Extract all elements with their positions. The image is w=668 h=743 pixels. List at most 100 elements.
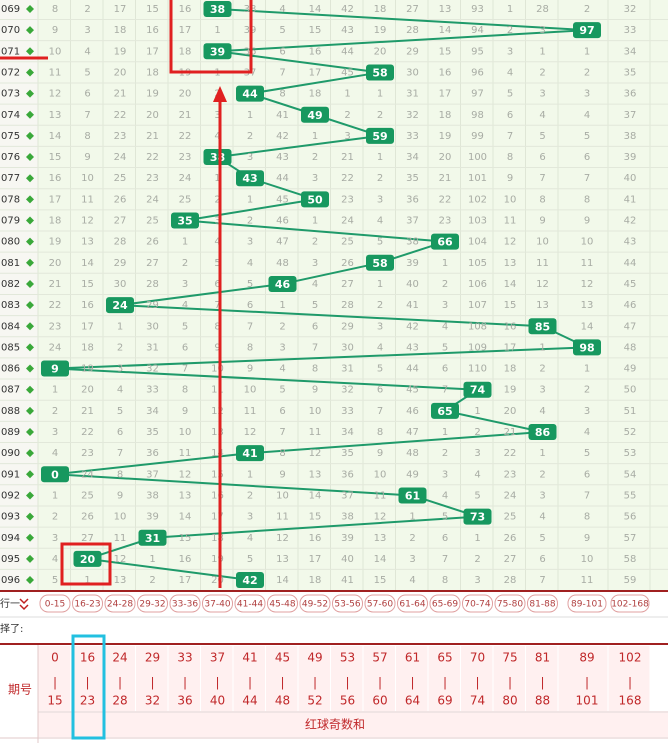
miss-count: 3 xyxy=(247,237,253,248)
miss-count: 20 xyxy=(49,258,62,269)
miss-count: 26 xyxy=(146,237,159,248)
sum-badge xyxy=(236,445,264,462)
bin-button[interactable] xyxy=(610,594,650,613)
miss-count: 17 xyxy=(146,46,159,57)
header-cell xyxy=(396,646,428,711)
miss-count: 16 xyxy=(309,46,322,57)
miss-count: 11 xyxy=(309,427,322,438)
bin-high: 48 xyxy=(275,694,290,708)
miss-count: 29 xyxy=(341,321,354,332)
expand-icon[interactable] xyxy=(19,598,29,611)
miss-count: 42 xyxy=(624,216,637,227)
miss-count: 7 xyxy=(584,173,590,184)
bin-low: 37 xyxy=(210,651,225,665)
miss-count: 25 xyxy=(504,512,517,523)
miss-count: 22 xyxy=(439,194,452,205)
period: 087 xyxy=(1,385,20,396)
bin-button-label[interactable]: 89-101 xyxy=(571,600,603,610)
bin-separator: | xyxy=(443,676,447,690)
bin-button[interactable] xyxy=(364,594,396,613)
bin-button-label[interactable]: 61-64 xyxy=(399,600,425,610)
bin-button-label[interactable]: 37-40 xyxy=(204,600,230,610)
miss-count: 1 xyxy=(279,300,285,311)
arrow-head xyxy=(213,86,227,102)
period: 083 xyxy=(1,300,20,311)
period-icon xyxy=(26,237,34,246)
miss-count: 23 xyxy=(81,448,94,459)
miss-count: 1 xyxy=(474,533,480,544)
miss-count: 2 xyxy=(214,194,220,205)
bin-button[interactable] xyxy=(104,594,136,613)
miss-count: 10 xyxy=(581,237,594,248)
miss-count: 56 xyxy=(624,512,637,523)
sum-badge xyxy=(41,360,69,377)
bin-button[interactable] xyxy=(39,594,71,613)
miss-count: 11 xyxy=(276,512,289,523)
bin-button[interactable] xyxy=(462,594,493,613)
bin-button[interactable] xyxy=(332,594,363,613)
miss-count: 18 xyxy=(439,110,452,121)
period: 075 xyxy=(1,131,20,142)
miss-count: 2 xyxy=(377,110,383,121)
miss-count: 16 xyxy=(211,490,224,501)
miss-count: 24 xyxy=(504,490,517,501)
bin-button-label[interactable]: 53-56 xyxy=(334,600,360,610)
bin-button-label[interactable]: 41-44 xyxy=(237,600,263,610)
miss-count: 2 xyxy=(584,67,590,78)
miss-count: 6 xyxy=(214,279,220,290)
bin-button[interactable] xyxy=(299,594,331,613)
bin-button-label[interactable]: 49-52 xyxy=(302,600,328,610)
bin-button[interactable] xyxy=(169,594,201,613)
period: 085 xyxy=(1,342,20,353)
miss-count: 21 xyxy=(504,427,517,438)
bin-button-label[interactable]: 33-36 xyxy=(172,600,198,610)
miss-count: 7 xyxy=(312,342,318,353)
miss-count: 14 xyxy=(81,258,94,269)
bin-button-label[interactable]: 57-60 xyxy=(367,600,393,610)
bin-button[interactable] xyxy=(234,594,266,613)
miss-count: 8 xyxy=(279,448,285,459)
bin-button[interactable] xyxy=(567,594,607,613)
miss-count: 2 xyxy=(539,364,545,375)
sum-value: 61 xyxy=(405,489,420,502)
bin-button-label[interactable]: 70-74 xyxy=(464,600,490,610)
bin-button-label[interactable]: 45-48 xyxy=(269,600,295,610)
bin-button-label[interactable]: 16-23 xyxy=(74,600,100,610)
miss-count: 5 xyxy=(279,385,285,396)
miss-count: 29 xyxy=(406,46,419,57)
miss-count: 7 xyxy=(442,554,448,565)
miss-count: 42 xyxy=(276,131,289,142)
bin-button-label[interactable]: 65-69 xyxy=(432,600,458,610)
bin-button[interactable] xyxy=(527,594,558,613)
bin-button[interactable] xyxy=(202,594,233,613)
bin-separator: | xyxy=(118,676,122,690)
bin-button-label[interactable]: 24-28 xyxy=(107,600,133,610)
bin-button[interactable] xyxy=(429,594,461,613)
miss-count: 43 xyxy=(624,237,637,248)
period-icon xyxy=(26,153,34,162)
bin-button[interactable] xyxy=(267,594,298,613)
miss-count: 31 xyxy=(146,342,159,353)
period-icon xyxy=(26,554,34,563)
miss-count: 6 xyxy=(117,427,123,438)
bin-button[interactable] xyxy=(137,594,168,613)
miss-count: 9 xyxy=(539,216,545,227)
bin-button-label[interactable]: 29-32 xyxy=(139,600,165,610)
miss-count: 8 xyxy=(507,152,513,163)
bin-separator: | xyxy=(345,676,349,690)
trend-link xyxy=(217,134,381,159)
bin-separator: | xyxy=(53,676,57,690)
bin-button-label[interactable]: 75-80 xyxy=(497,600,523,610)
bin-button-label[interactable]: 102-168 xyxy=(611,600,649,610)
miss-count: 104 xyxy=(468,237,487,248)
sum-value: 59 xyxy=(372,130,387,143)
bin-button[interactable] xyxy=(72,594,103,613)
miss-count: 11 xyxy=(179,448,192,459)
bin-button[interactable] xyxy=(494,594,526,613)
bin-button[interactable] xyxy=(397,594,428,613)
bin-button-label[interactable]: 0-15 xyxy=(45,600,65,610)
miss-count: 8 xyxy=(377,427,383,438)
row-label: 行一 xyxy=(0,597,20,610)
bin-button-label[interactable]: 81-88 xyxy=(529,600,555,610)
miss-count: 6 xyxy=(442,533,448,544)
